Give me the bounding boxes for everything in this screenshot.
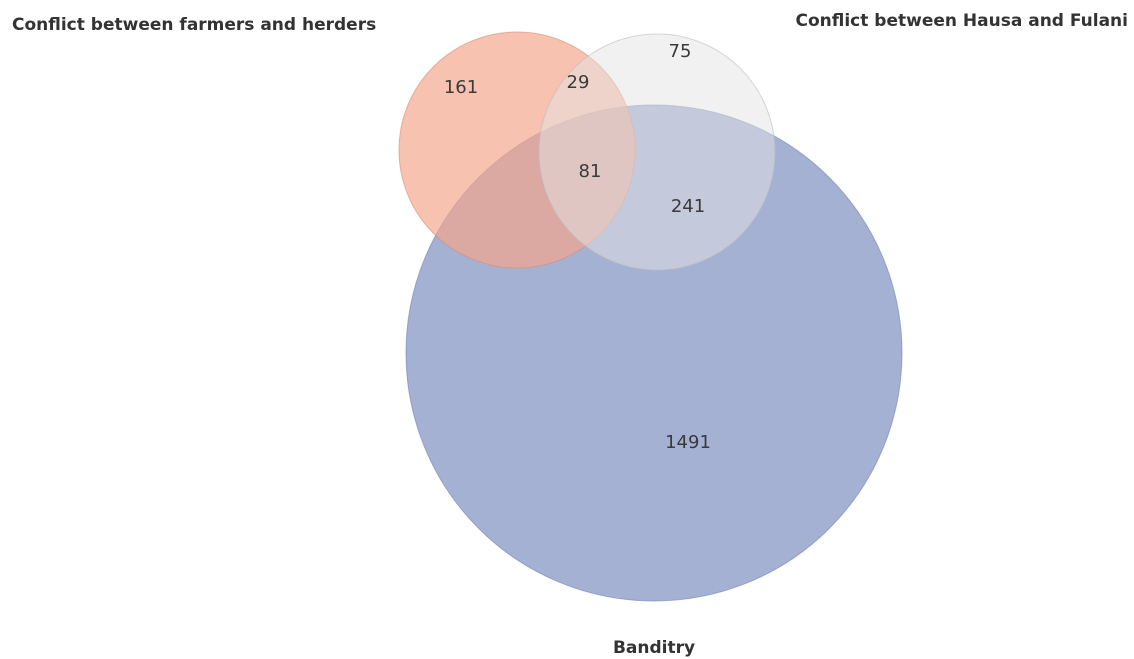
region-count-farmers-herders-hausa-fulani: 29 bbox=[567, 72, 590, 93]
set-circle-hausa-fulani bbox=[538, 33, 776, 271]
set-label-hausa-fulani: Conflict between Hausa and Fulani bbox=[796, 11, 1129, 31]
region-count-hausa-fulani: 75 bbox=[669, 41, 692, 62]
region-count-banditry: 1491 bbox=[665, 432, 711, 453]
set-label-banditry: Banditry bbox=[613, 638, 695, 658]
region-labels: 161 75 1491 29 241 81 bbox=[444, 41, 711, 453]
region-count-farmers-herders: 161 bbox=[444, 77, 478, 98]
set-circles bbox=[398, 31, 903, 602]
region-count-farmers-herders-hausa-fulani-banditry: 81 bbox=[579, 161, 602, 182]
set-label-farmers-herders: Conflict between farmers and herders bbox=[12, 15, 376, 35]
set-labels: Conflict between farmers and herders Conf… bbox=[12, 11, 1128, 658]
region-count-hausa-fulani-banditry: 241 bbox=[671, 196, 705, 217]
